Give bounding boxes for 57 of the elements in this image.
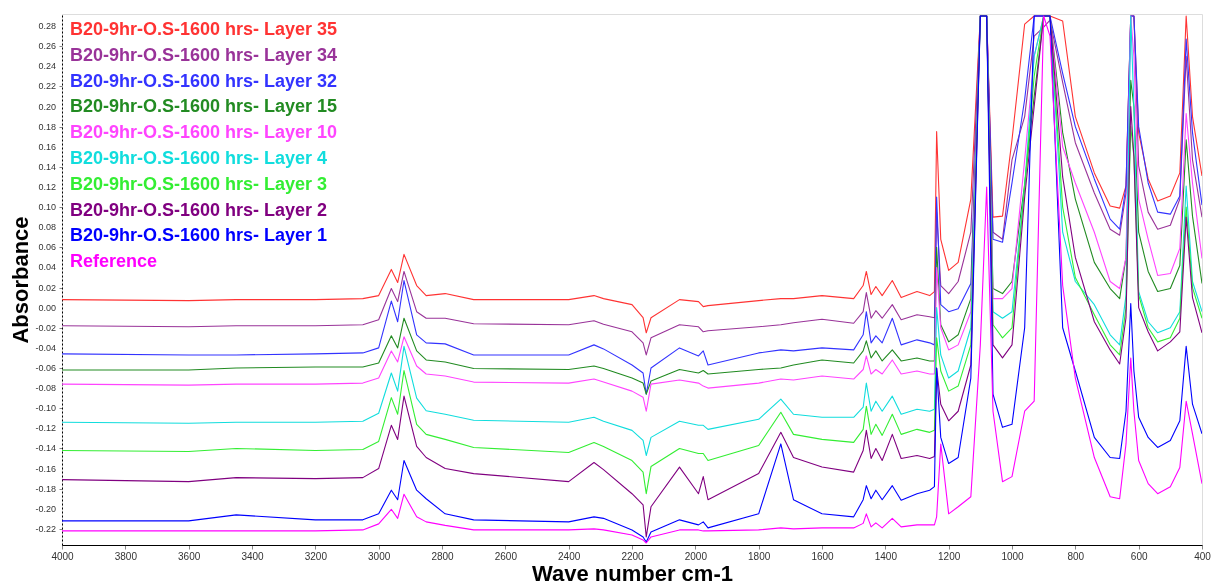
y-tick-label: -0.14 xyxy=(35,443,56,454)
x-tick-label: 400 xyxy=(1194,550,1212,562)
x-tick-label: 600 xyxy=(1130,550,1148,562)
y-tick-label: -0.20 xyxy=(35,503,56,514)
x-tick-label: 1200 xyxy=(938,550,961,562)
y-tick-label: 0.06 xyxy=(38,242,56,253)
text: B20-9hr-O.S-1600 hrs- Layer 3 xyxy=(70,173,328,194)
text: B20-9hr-O.S-1600 hrs- Layer 2 xyxy=(70,199,328,220)
text: B20-9hr-O.S-1600 hrs- Layer 32 xyxy=(70,70,338,91)
y-tick-label: 0.04 xyxy=(38,262,56,273)
y-tick-label: -0.04 xyxy=(35,342,56,353)
y-tick-label: 0.10 xyxy=(38,202,56,213)
x-tick-label: 2200 xyxy=(621,550,645,562)
x-tick-label: 3400 xyxy=(241,550,265,562)
text: B20-9hr-O.S-1600 hrs- Layer 15 xyxy=(70,96,338,117)
x-tick-label: 2800 xyxy=(431,550,455,562)
x-axis-title: Wave number cm-1 xyxy=(532,560,733,586)
y-tick-label: -0.16 xyxy=(35,463,56,474)
y-tick-label: -0.08 xyxy=(35,383,56,394)
y-tick-label: 0.00 xyxy=(38,302,56,313)
y-tick-label: -0.12 xyxy=(35,423,56,434)
x-tick-label: 1800 xyxy=(748,550,771,562)
y-tick-label: 0.16 xyxy=(38,141,56,152)
x-tick-label: 2000 xyxy=(684,550,708,562)
y-tick-label: 0.14 xyxy=(38,161,56,172)
y-tick-label: -0.18 xyxy=(35,483,56,494)
y-tick-label: 0.02 xyxy=(38,282,56,293)
x-tick-label: 2600 xyxy=(494,550,518,562)
y-tick-label: 0.26 xyxy=(38,41,56,52)
x-tick-label: 3800 xyxy=(114,550,138,562)
y-tick-label: 0.20 xyxy=(38,101,56,112)
x-tick-label: 2400 xyxy=(558,550,581,562)
y-tick-label: -0.10 xyxy=(35,403,56,414)
y-axis-title: Absorbance xyxy=(8,216,33,344)
text: B20-9hr-O.S-1600 hrs- Layer 34 xyxy=(70,44,338,65)
text: Reference xyxy=(70,251,158,272)
y-tick-label: 0.18 xyxy=(38,121,56,132)
text: B20-9hr-O.S-1600 hrs- Layer 35 xyxy=(70,19,338,39)
y-tick-label: -0.06 xyxy=(35,363,56,373)
text: B20-9hr-O.S-1600 hrs- Layer 10 xyxy=(70,122,338,143)
x-tick-label: 3200 xyxy=(304,550,328,562)
x-tick-label: 800 xyxy=(1067,550,1085,562)
y-tick-label: 0.24 xyxy=(38,61,56,72)
x-tick-label: 1000 xyxy=(1001,550,1025,562)
y-tick-label: -0.22 xyxy=(35,523,56,534)
y-tick-label: 0.22 xyxy=(38,81,56,92)
text: B20-9hr-O.S-1600 hrs- Layer 4 xyxy=(70,148,328,168)
text: B20-9hr-O.S-1600 hrs- Layer 1 xyxy=(70,225,328,246)
x-tick-label: 1600 xyxy=(811,550,835,562)
x-tick-label: 4000 xyxy=(51,550,75,562)
x-tick-label: 3600 xyxy=(178,550,201,562)
y-tick-label: 0.28 xyxy=(38,21,56,32)
y-tick-label: 0.08 xyxy=(38,222,56,233)
y-tick-label: -0.02 xyxy=(35,322,56,333)
y-tick-label: 0.12 xyxy=(38,181,56,192)
x-tick-label: 1400 xyxy=(874,550,898,562)
x-tick-label: 3000 xyxy=(368,550,391,562)
